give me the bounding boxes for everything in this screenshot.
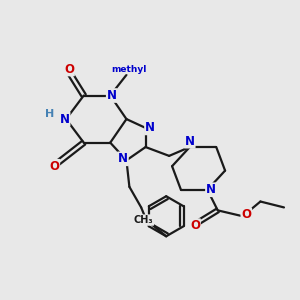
Text: O: O — [190, 219, 200, 232]
Text: methyl: methyl — [112, 64, 147, 74]
Text: N: N — [206, 183, 216, 196]
Text: N: N — [60, 112, 70, 126]
Text: O: O — [49, 160, 59, 173]
Text: N: N — [185, 135, 195, 148]
Text: N: N — [118, 152, 128, 165]
Text: O: O — [64, 62, 74, 76]
Text: O: O — [241, 208, 251, 221]
Text: H: H — [45, 109, 55, 119]
Text: N: N — [145, 122, 155, 134]
Text: CH₃: CH₃ — [134, 215, 153, 225]
Text: N: N — [107, 89, 117, 102]
